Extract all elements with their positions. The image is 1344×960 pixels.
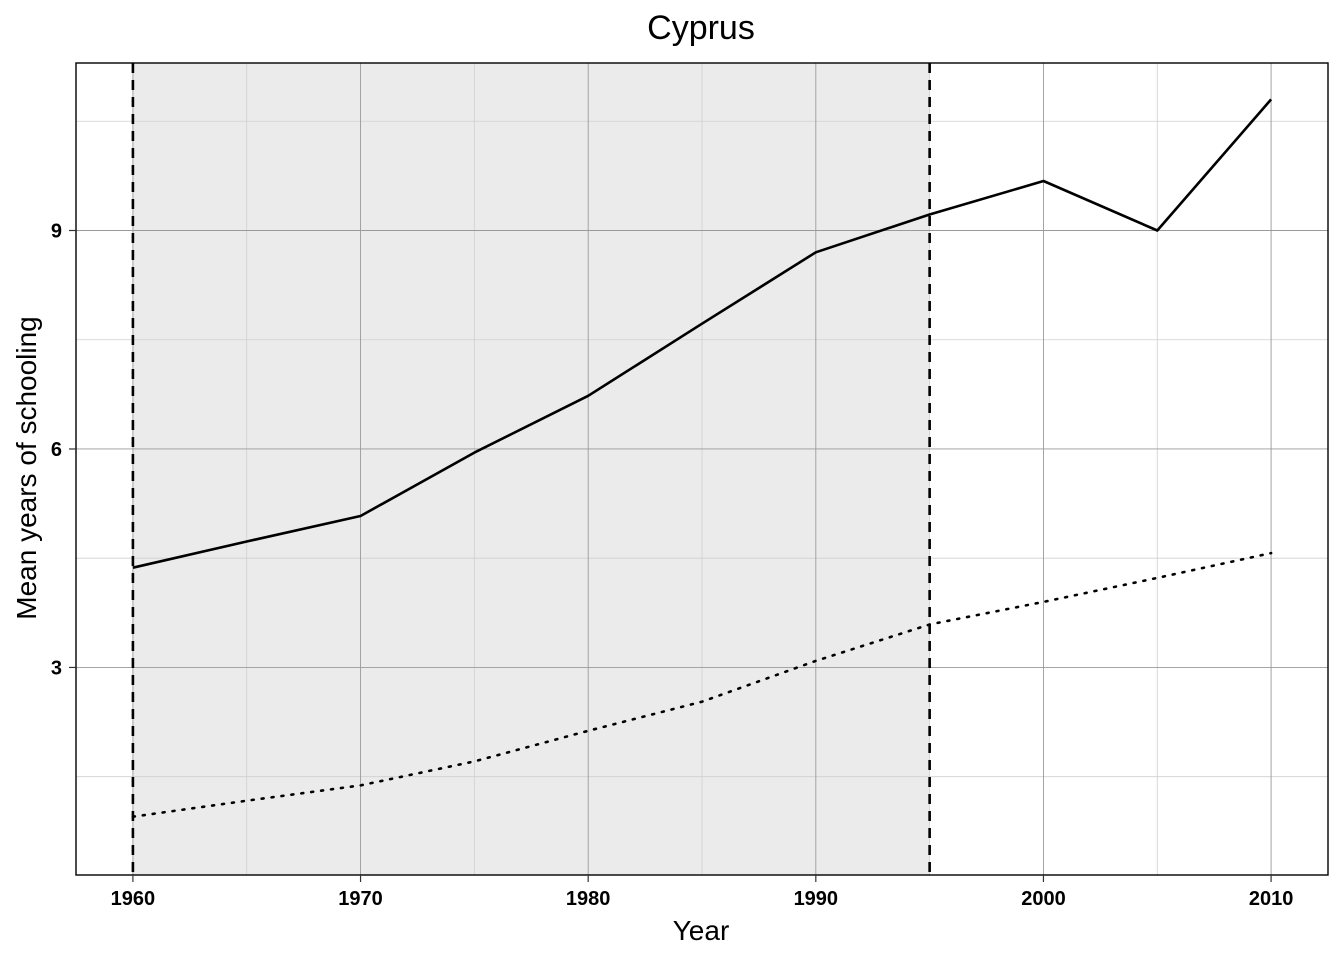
x-tick-label: 1970 (338, 888, 383, 910)
series-line-dotted (131, 551, 1273, 819)
series-line-solid (132, 98, 1273, 569)
x-tick-label: 2010 (1249, 888, 1294, 910)
y-tick-label: 6 (51, 439, 62, 461)
shaded-interval (132, 63, 930, 875)
panel-border (75, 62, 1329, 876)
chart-title: Cyprus (647, 9, 755, 47)
y-axis-ticks: 3 6 9 (51, 220, 76, 679)
x-tick-label: 2000 (1021, 888, 1066, 910)
x-axis-ticks: 1960 1970 1980 1990 2000 2010 (111, 875, 1294, 910)
y-tick-label: 9 (51, 220, 62, 242)
x-axis-title: Year (673, 915, 730, 946)
x-tick-label: 1960 (111, 888, 156, 910)
y-axis-title: Mean years of schooling (11, 316, 42, 620)
plot-area (75, 62, 1329, 876)
x-tick-label: 1980 (566, 888, 611, 910)
y-tick-label: 3 (51, 657, 62, 679)
x-tick-label: 1990 (794, 888, 839, 910)
